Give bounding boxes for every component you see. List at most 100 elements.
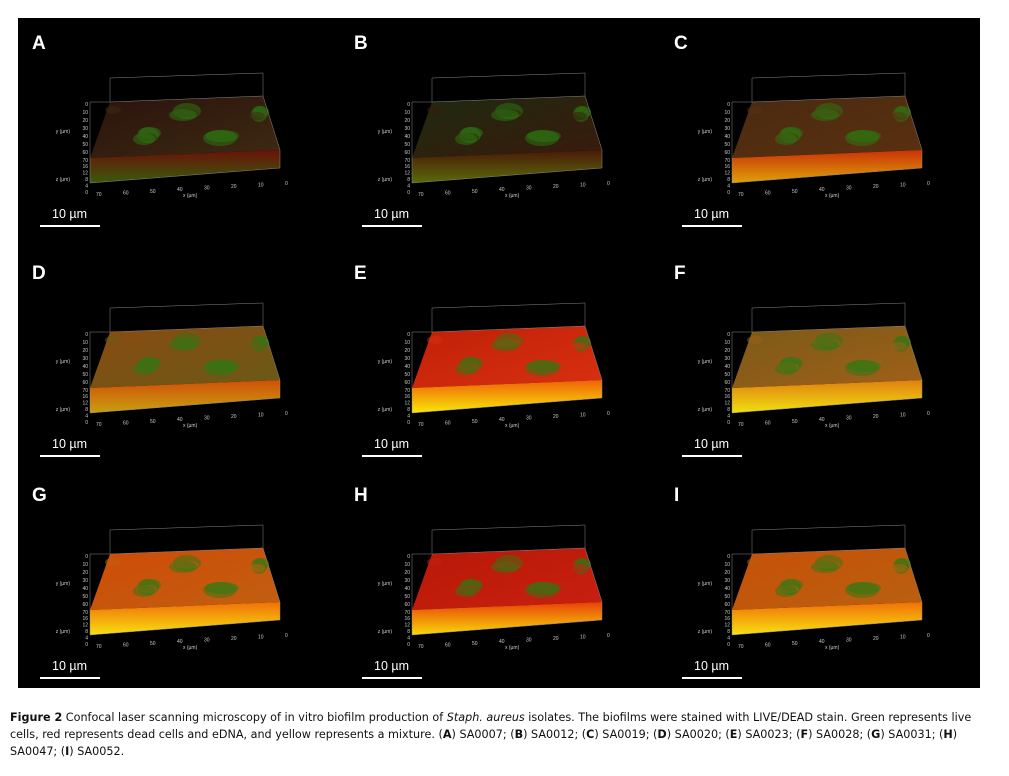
x-tick-label: 70 <box>418 644 424 650</box>
x-tick-label: 10 <box>580 412 586 418</box>
y-tick-label: 0 <box>727 554 730 560</box>
biofilm-patch <box>775 585 797 597</box>
x-tick-label: 40 <box>499 187 505 193</box>
z-tick-label: 16 <box>82 394 88 400</box>
x-tick-label: 50 <box>150 641 156 647</box>
bounding-box <box>109 302 264 309</box>
y-axis-label: y (µm) <box>698 129 713 135</box>
y-tick-label: 60 <box>404 380 410 386</box>
biofilm-patch <box>891 564 907 572</box>
z-tick-label: 4 <box>85 184 88 190</box>
caption-segment: ) SA0007; ( <box>451 728 515 741</box>
panel-label: I <box>674 485 679 506</box>
biofilm-patch <box>571 564 587 572</box>
y-tick-label: 10 <box>724 562 730 568</box>
y-tick-label: 0 <box>85 102 88 108</box>
y-tick-label: 50 <box>404 594 410 600</box>
y-tick-label: 50 <box>724 142 730 148</box>
z-axis-label: z (µm) <box>378 407 393 413</box>
y-tick-label: 0 <box>407 102 410 108</box>
x-tick-label: 60 <box>123 642 129 648</box>
x-tick-label: 10 <box>900 634 906 640</box>
z-tick-label: 8 <box>407 177 410 183</box>
x-tick-label: 70 <box>96 192 102 198</box>
biofilm-front <box>412 150 602 183</box>
biofilm-patch <box>133 585 155 597</box>
x-tick-label: 50 <box>472 641 478 647</box>
scale-bar-label: 10 µm <box>694 207 729 221</box>
biofilm-front <box>90 380 280 413</box>
scale-bar-label: 10 µm <box>694 437 729 451</box>
z-tick-label: 0 <box>727 642 730 648</box>
biofilm-patch <box>891 342 907 350</box>
z-axis-label: z (µm) <box>698 177 713 183</box>
z-tick-label: 16 <box>724 164 730 170</box>
z-tick-label: 8 <box>407 407 410 413</box>
x-tick-label: 60 <box>765 642 771 648</box>
biofilm-patch <box>203 582 237 598</box>
z-tick-label: 8 <box>727 629 730 635</box>
z-tick-label: 16 <box>82 616 88 622</box>
x-axis-label: x (µm) <box>183 193 198 199</box>
x-tick-label: 40 <box>499 639 505 645</box>
y-tick-label: 50 <box>404 372 410 378</box>
z-axis-label: z (µm) <box>698 629 713 635</box>
x-tick-label: 30 <box>526 416 532 422</box>
y-tick-label: 40 <box>724 586 730 592</box>
y-tick-label: 30 <box>404 126 410 132</box>
x-tick-label: 30 <box>204 416 210 422</box>
caption-segment: ) SA0031; ( <box>880 728 944 741</box>
y-tick-label: 60 <box>724 150 730 156</box>
z-tick-label: 8 <box>85 407 88 413</box>
y-tick-label: 0 <box>85 554 88 560</box>
x-tick-label: 0 <box>285 181 288 187</box>
z-tick-label: 12 <box>82 401 88 407</box>
x-tick-label: 10 <box>258 182 264 188</box>
panel-label: F <box>674 263 686 284</box>
biofilm-patch <box>747 336 763 344</box>
y-axis-label: y (µm) <box>378 581 393 587</box>
y-tick-label: 20 <box>82 118 88 124</box>
x-axis-label: x (µm) <box>825 423 840 429</box>
x-tick-label: 70 <box>418 192 424 198</box>
caption-segment: H <box>943 728 953 741</box>
z-tick-label: 12 <box>404 401 410 407</box>
biofilm-patch <box>427 558 443 566</box>
caption-segment: ) SA0019; ( <box>594 728 658 741</box>
y-tick-label: 70 <box>404 388 410 394</box>
x-tick-label: 70 <box>96 422 102 428</box>
x-tick-label: 40 <box>819 639 825 645</box>
caption-segment: ) SA0052. <box>69 745 125 758</box>
bounding-box <box>431 72 586 79</box>
caption-segment: F <box>800 728 809 741</box>
y-tick-label: 70 <box>724 388 730 394</box>
x-tick-label: 10 <box>580 182 586 188</box>
z-tick-label: 16 <box>404 616 410 622</box>
y-axis-label: y (µm) <box>56 359 71 365</box>
y-tick-label: 0 <box>85 332 88 338</box>
caption-segment: isolates. The biofilms were stained with… <box>10 711 972 741</box>
x-tick-label: 50 <box>792 189 798 195</box>
y-tick-label: 60 <box>404 602 410 608</box>
x-axis-label: x (µm) <box>183 423 198 429</box>
y-tick-label: 30 <box>404 578 410 584</box>
z-tick-label: 4 <box>407 414 410 420</box>
biofilm-patch <box>203 130 237 146</box>
caption-segment: E <box>729 728 738 741</box>
y-tick-label: 20 <box>404 570 410 576</box>
y-tick-label: 70 <box>82 610 88 616</box>
x-tick-label: 60 <box>765 420 771 426</box>
biofilm-front <box>412 380 602 413</box>
y-tick-label: 30 <box>404 356 410 362</box>
z-tick-label: 0 <box>727 420 730 426</box>
bounding-box <box>751 302 906 309</box>
bounding-box <box>109 524 264 531</box>
biofilm-patch <box>525 360 559 376</box>
x-tick-label: 20 <box>231 636 237 642</box>
x-tick-label: 10 <box>258 634 264 640</box>
x-tick-label: 20 <box>553 636 559 642</box>
biofilm-front <box>732 150 922 183</box>
